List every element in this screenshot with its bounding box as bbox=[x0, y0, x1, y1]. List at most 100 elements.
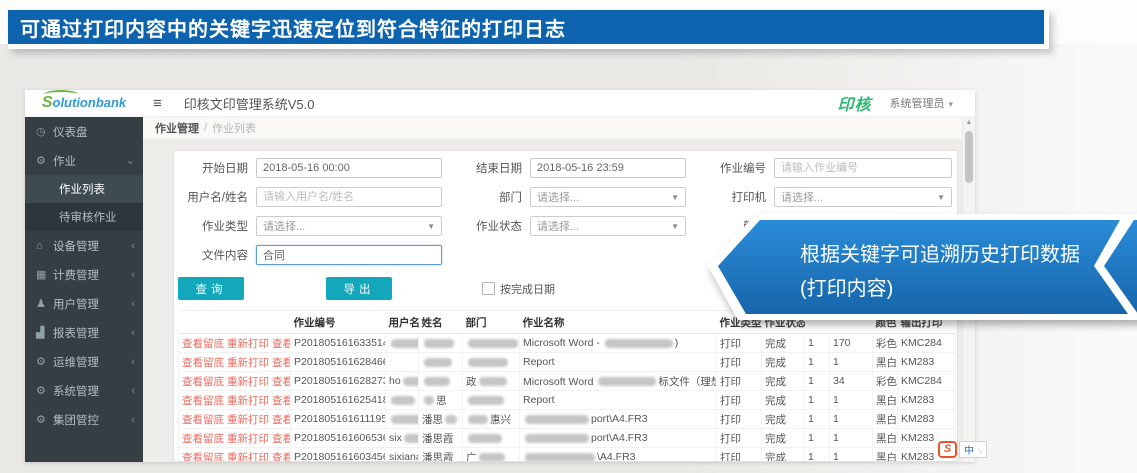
action-link-查看留底[interactable]: 查看留底 bbox=[182, 356, 224, 369]
group-icon: ⚙ bbox=[36, 414, 46, 426]
action-link-查看留底[interactable]: 查看留底 bbox=[182, 451, 224, 462]
sidebar-item-设备管理[interactable]: ⌂ 设备管理 ‹ bbox=[25, 231, 143, 260]
action-link-重新打印[interactable]: 重新打印 bbox=[227, 451, 269, 462]
sidebar-submenu: 作业列表待审核作业 bbox=[25, 175, 143, 231]
cell-job-status: 完成 bbox=[761, 428, 805, 448]
cell-job-type: 打印 bbox=[716, 409, 762, 429]
cell-copies: 1 bbox=[804, 409, 830, 429]
start-date-input[interactable] bbox=[256, 158, 442, 178]
job-type-select[interactable]: 请选择... ▼ bbox=[256, 216, 442, 236]
end-date-input[interactable] bbox=[530, 158, 686, 178]
cell-printer: KMC284 bbox=[897, 333, 956, 353]
sidebar-item-计费管理[interactable]: ▦ 计费管理 ‹ bbox=[25, 260, 143, 289]
cell-pages: 1 bbox=[829, 428, 873, 448]
action-link-查看审批[interactable]: 查看审批 bbox=[272, 375, 290, 388]
vertical-scrollbar[interactable]: ▲ bbox=[962, 117, 975, 462]
action-link-查看留底[interactable]: 查看留底 bbox=[182, 432, 224, 445]
redacted-text bbox=[424, 338, 454, 348]
redacted-text bbox=[391, 395, 415, 405]
cell-department: 政 bbox=[462, 371, 520, 391]
table-row: 查看留底重新打印查看审批P20180516162846630 Report打印完成… bbox=[178, 352, 956, 372]
cell-job-number: P20180516160653654 bbox=[290, 428, 386, 448]
cell-job-name: port\A4.FR3 bbox=[519, 409, 717, 429]
sidebar-item-用户管理[interactable]: ♟ 用户管理 ‹ bbox=[25, 289, 143, 318]
start-date-label: 开始日期 bbox=[202, 163, 248, 175]
cell-pages: 1 bbox=[829, 352, 873, 372]
action-link-查看审批[interactable]: 查看审批 bbox=[272, 356, 290, 369]
sidebar-item-label: 集团管控 bbox=[53, 414, 99, 427]
ime-toolbar[interactable]: S 中 ·, bbox=[938, 441, 987, 458]
solutionbank-logo[interactable]: Solutionbank bbox=[25, 90, 143, 116]
sidebar-item-报表管理[interactable]: ▟ 报表管理 ‹ bbox=[25, 318, 143, 347]
select-value: 请选择... bbox=[263, 221, 306, 233]
action-link-查看审批[interactable]: 查看审批 bbox=[272, 432, 290, 445]
redacted-text bbox=[424, 396, 434, 406]
sidebar-item-系统管理[interactable]: ⚙ 系统管理 ‹ bbox=[25, 376, 143, 405]
hamburger-menu-icon[interactable]: ≡ bbox=[153, 94, 162, 112]
row-actions: 查看留底重新打印查看审批 bbox=[178, 352, 291, 372]
action-link-查看留底[interactable]: 查看留底 bbox=[182, 375, 224, 388]
headline-banner: 可通过打印内容中的关键字迅速定位到符合特征的打印日志 bbox=[8, 10, 1049, 49]
file-content-input[interactable] bbox=[256, 245, 442, 265]
end-date-label: 结束日期 bbox=[476, 163, 522, 175]
scroll-up-icon[interactable]: ▲ bbox=[965, 119, 973, 126]
action-link-查看审批[interactable]: 查看审批 bbox=[272, 394, 290, 407]
column-header: 输出打印 bbox=[897, 310, 956, 334]
cell-job-name: \A4.FR3 bbox=[519, 447, 717, 461]
action-link-查看审批[interactable]: 查看审批 bbox=[272, 413, 290, 426]
sidebar-subitem-label: 待审核作业 bbox=[59, 212, 117, 224]
action-link-重新打印[interactable]: 重新打印 bbox=[227, 375, 269, 388]
printer-select[interactable]: 请选择... ▼ bbox=[774, 187, 952, 207]
action-link-重新打印[interactable]: 重新打印 bbox=[227, 413, 269, 426]
action-link-查看留底[interactable]: 查看留底 bbox=[182, 413, 224, 426]
sidebar-subitem-待审核作业[interactable]: 待审核作业 bbox=[25, 203, 143, 231]
form-row: 作业类型 请选择... ▼ 作业状态 请选择... ▼ 颜色 请选择... ▼ bbox=[178, 216, 953, 236]
cell-department bbox=[462, 333, 520, 353]
scrollbar-thumb[interactable] bbox=[965, 131, 973, 183]
department-select[interactable]: 请选择... ▼ bbox=[530, 187, 686, 207]
chevron-left-icon: ‹ bbox=[131, 384, 135, 397]
by-completion-date-checkbox[interactable] bbox=[482, 282, 495, 295]
username-input[interactable] bbox=[256, 187, 442, 207]
action-link-查看审批[interactable]: 查看审批 bbox=[272, 337, 290, 350]
sidebar-item-作业[interactable]: ⚙ 作业 ⌄ bbox=[25, 146, 143, 175]
chevron-left-icon: ‹ bbox=[131, 355, 135, 368]
action-link-重新打印[interactable]: 重新打印 bbox=[227, 356, 269, 369]
sidebar-item-集团管控[interactable]: ⚙ 集团管控 ‹ bbox=[25, 405, 143, 434]
action-link-重新打印[interactable]: 重新打印 bbox=[227, 394, 269, 407]
sogou-ime-icon[interactable]: S bbox=[938, 441, 957, 458]
chevron-down-icon: ⌄ bbox=[125, 155, 135, 167]
department-label: 部门 bbox=[499, 192, 522, 204]
breadcrumb-section[interactable]: 作业管理 bbox=[155, 123, 199, 135]
row-actions: 查看留底重新打印查看审批 bbox=[178, 428, 291, 448]
select-value: 请选择... bbox=[537, 221, 580, 233]
action-link-重新打印[interactable]: 重新打印 bbox=[227, 432, 269, 445]
cell-job-type: 打印 bbox=[716, 333, 762, 353]
column-header: 作业名称 bbox=[519, 310, 717, 334]
action-link-查看留底[interactable]: 查看留底 bbox=[182, 337, 224, 350]
sidebar-item-运维管理[interactable]: ⚙ 运维管理 ‹ bbox=[25, 347, 143, 376]
job-status-select[interactable]: 请选择... ▼ bbox=[530, 216, 686, 236]
job-type-label: 作业类型 bbox=[202, 221, 248, 233]
action-link-查看留底[interactable]: 查看留底 bbox=[182, 394, 224, 407]
cell-job-name: Report bbox=[519, 390, 717, 410]
redacted-text bbox=[424, 376, 450, 386]
job-number-input[interactable] bbox=[774, 158, 952, 178]
form-row: 用户名/姓名 部门 请选择... ▼ 打印机 请选择... ▼ bbox=[178, 187, 953, 207]
cell-color: 黑白 bbox=[872, 447, 898, 461]
redacted-text bbox=[403, 433, 418, 443]
sidebar-subitem-作业列表[interactable]: 作业列表 bbox=[25, 175, 143, 203]
color-select[interactable]: 请选择... ▼ bbox=[774, 216, 952, 236]
export-button[interactable]: 导出 bbox=[326, 277, 392, 300]
action-link-查看审批[interactable]: 查看审批 bbox=[272, 451, 290, 462]
query-button[interactable]: 查询 bbox=[178, 277, 244, 300]
cell-job-name: port\A4.FR3 bbox=[519, 428, 717, 448]
sidebar-item-label: 仪表盘 bbox=[53, 126, 88, 139]
column-header: 用户名 bbox=[385, 310, 419, 334]
user-dropdown[interactable]: 系统管理员 ▾ bbox=[889, 98, 953, 110]
cell-job-number: P20180516162827342 bbox=[290, 371, 386, 391]
sidebar-item-仪表盘[interactable]: ◷ 仪表盘 bbox=[25, 117, 143, 146]
form-row: 文件内容 bbox=[178, 245, 953, 265]
redacted-text bbox=[604, 338, 673, 348]
action-link-重新打印[interactable]: 重新打印 bbox=[227, 337, 269, 350]
